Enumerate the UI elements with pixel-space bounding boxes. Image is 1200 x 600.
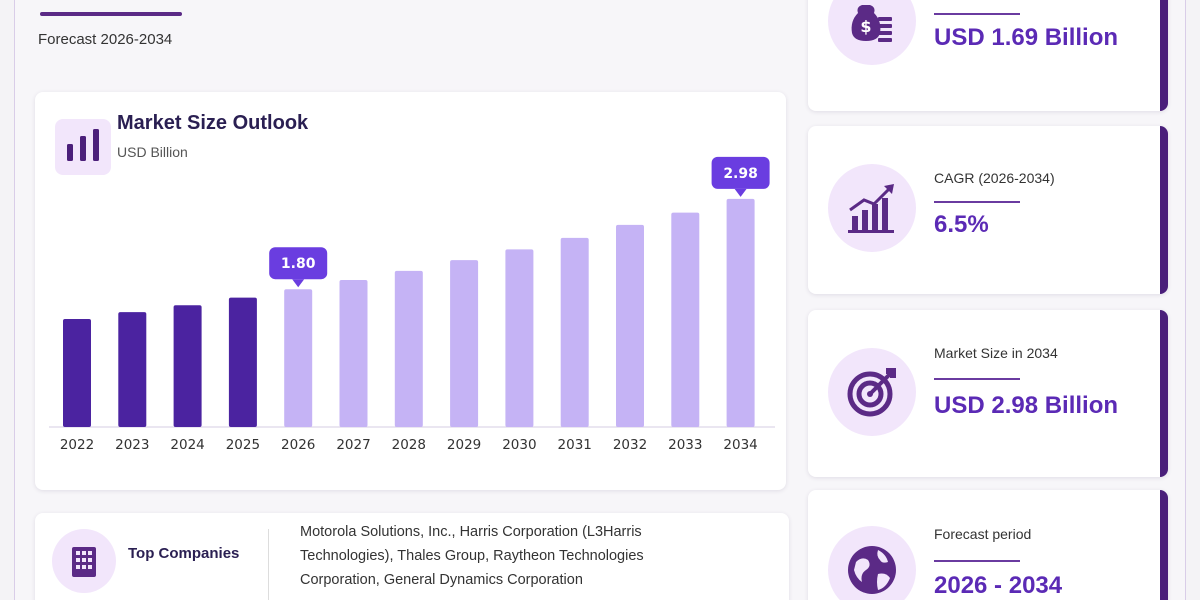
forecast-label: Forecast 2026-2034 bbox=[38, 31, 173, 48]
globe-icon bbox=[828, 526, 916, 600]
bar-2025 bbox=[228, 297, 257, 427]
x-tick-label-2033: 2033 bbox=[668, 437, 702, 453]
growth-chart-icon bbox=[828, 164, 916, 252]
x-tick-label-2031: 2031 bbox=[558, 437, 592, 453]
stat-underline bbox=[934, 13, 1020, 15]
stat-card-cagr: CAGR (2026-2034) 6.5% bbox=[808, 126, 1168, 294]
x-tick-label-2025: 2025 bbox=[226, 437, 260, 453]
x-tick-label-2026: 2026 bbox=[281, 437, 315, 453]
top-companies-list: Motorola Solutions, Inc., Harris Corpora… bbox=[300, 520, 720, 592]
svg-text:1.80: 1.80 bbox=[281, 256, 316, 272]
bar-chart-icon bbox=[55, 119, 111, 175]
stat-card-market-size-2034: Market Size in 2034 USD 2.98 Billion bbox=[808, 310, 1168, 477]
stat-underline bbox=[934, 560, 1020, 562]
bar-2031 bbox=[560, 237, 589, 427]
stat-underline bbox=[934, 378, 1020, 380]
bar-2030 bbox=[505, 249, 534, 427]
chart-unit-label: USD Billion bbox=[117, 144, 188, 160]
bar-2034 bbox=[726, 198, 755, 427]
bar-2026 bbox=[284, 289, 313, 427]
x-tick-label-2027: 2027 bbox=[336, 437, 370, 453]
bar-2032 bbox=[616, 224, 644, 427]
stat-value: USD 1.69 Billion bbox=[934, 24, 1119, 51]
stat-card-forecast-period: Forecast period 2026 - 2034 bbox=[808, 490, 1168, 600]
svg-text:$: $ bbox=[860, 17, 871, 36]
svg-text:2.98: 2.98 bbox=[723, 166, 758, 182]
bar-chart: 2022 2023 2024 2025 2026 2027 2028 2029 2030 2031… bbox=[49, 156, 775, 453]
stat-label: Market Size in 2034 bbox=[934, 345, 1058, 361]
x-tick-label-2023: 2023 bbox=[115, 437, 149, 453]
title-underline bbox=[40, 12, 182, 16]
data-label-2034: 2.98 bbox=[711, 156, 770, 197]
x-tick-label-2034: 2034 bbox=[723, 437, 757, 453]
stat-label: CAGR (2026-2034) bbox=[934, 170, 1055, 186]
bar-2033 bbox=[671, 212, 700, 427]
bar-2027 bbox=[339, 280, 368, 427]
x-tick-label-2024: 2024 bbox=[170, 437, 204, 453]
stat-card-market-size-2025: $ USD 1.69 Billion bbox=[808, 0, 1168, 111]
data-label-2026: 1.80 bbox=[269, 247, 328, 288]
stat-label: Forecast period bbox=[934, 526, 1032, 542]
bar-2023 bbox=[118, 312, 147, 427]
bar-2029 bbox=[450, 260, 479, 427]
target-icon bbox=[828, 348, 916, 436]
market-size-chart-card: Market Size Outlook USD Billion 2022 2023… bbox=[35, 92, 786, 490]
divider bbox=[268, 529, 269, 600]
x-tick-label-2028: 2028 bbox=[392, 437, 426, 453]
stat-underline bbox=[934, 201, 1020, 203]
stat-value: 6.5% bbox=[934, 211, 989, 238]
bar-2024 bbox=[173, 305, 202, 427]
x-tick-label-2022: 2022 bbox=[60, 437, 94, 453]
chart-title: Market Size Outlook bbox=[117, 112, 309, 134]
stat-value: USD 2.98 Billion bbox=[934, 392, 1119, 419]
top-companies-heading: Top Companies bbox=[128, 545, 240, 562]
stat-value: 2026 - 2034 bbox=[934, 572, 1063, 599]
top-companies-card: Top Companies Motorola Solutions, Inc., … bbox=[35, 513, 789, 600]
x-tick-label-2032: 2032 bbox=[613, 437, 647, 453]
companies-line: Motorola Solutions, Inc., Harris Corpora… bbox=[300, 524, 642, 540]
bar-2022 bbox=[63, 319, 91, 427]
money-bag-icon: $ bbox=[828, 0, 916, 65]
bar-2028 bbox=[394, 270, 423, 427]
companies-line: Corporation, General Dynamics Corporatio… bbox=[300, 572, 583, 588]
building-icon bbox=[52, 529, 116, 593]
x-tick-label-2030: 2030 bbox=[502, 437, 536, 453]
companies-line: Technologies), Thales Group, Raytheon Te… bbox=[300, 548, 644, 564]
x-tick-label-2029: 2029 bbox=[447, 437, 481, 453]
